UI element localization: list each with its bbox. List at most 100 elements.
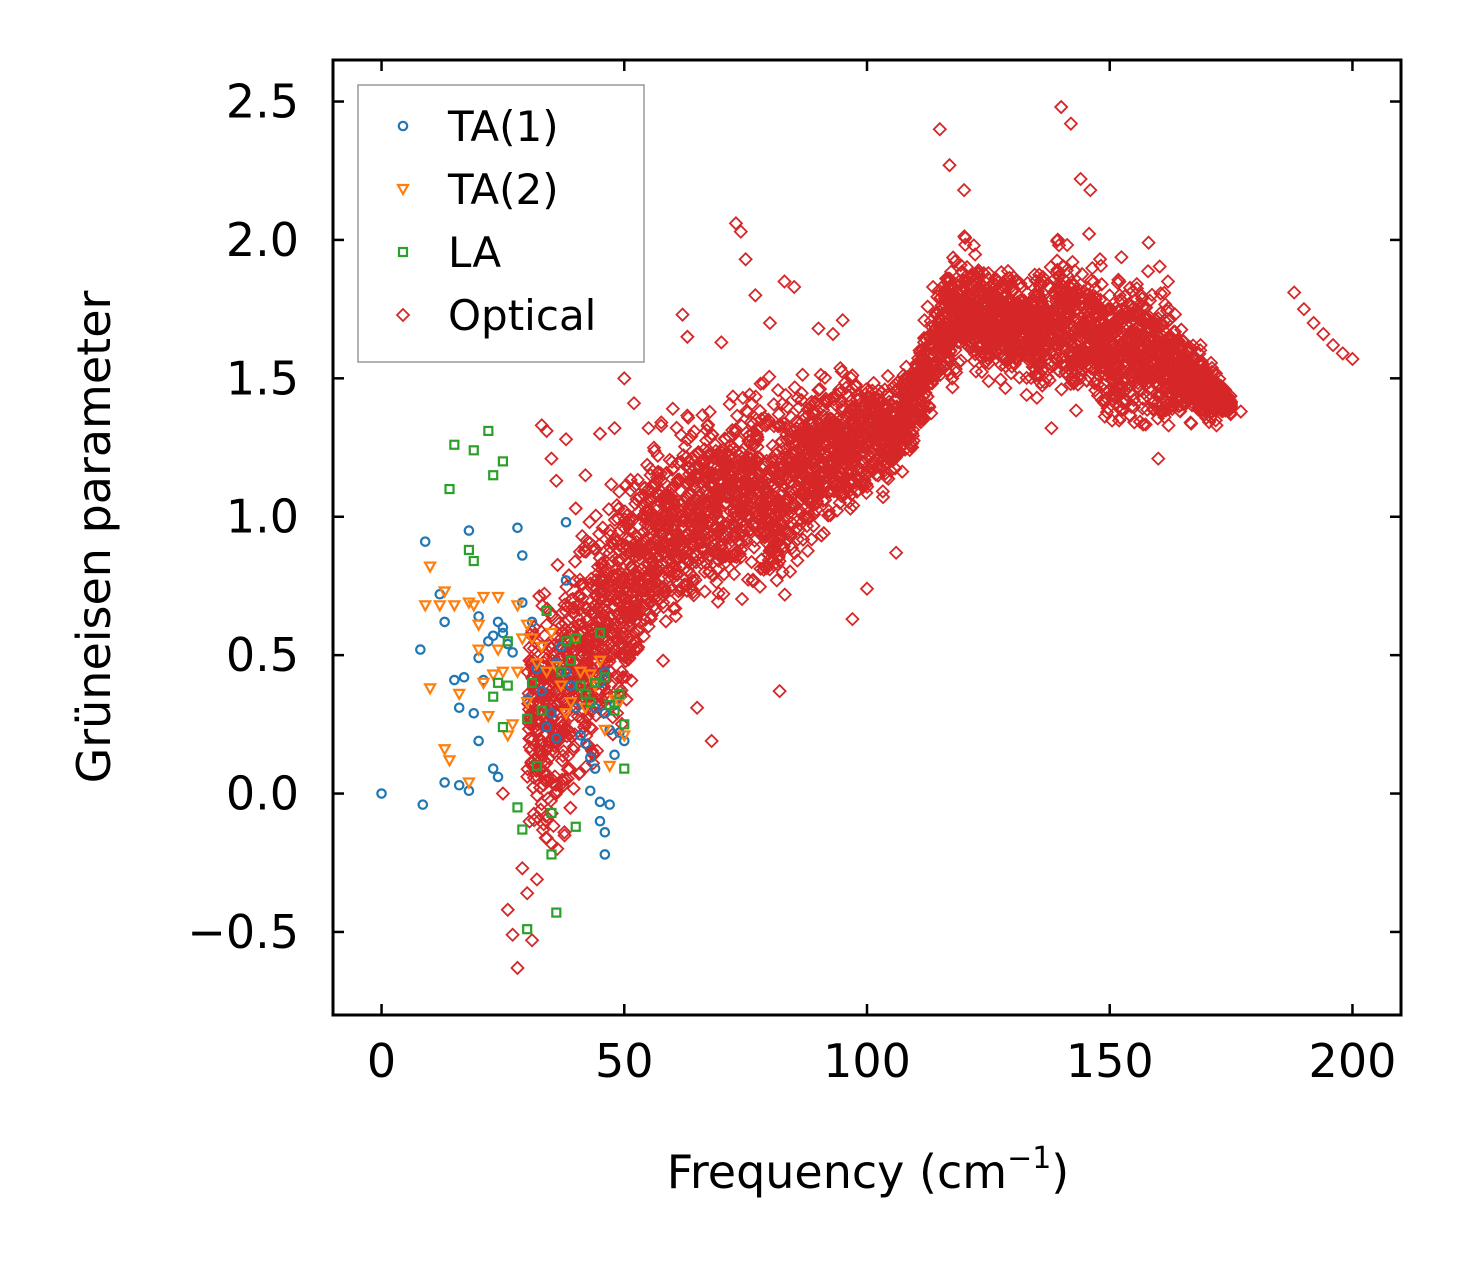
data-point [525,633,539,646]
optical-cloud-point [643,564,658,580]
data-point [536,685,548,697]
optical-cloud-point [716,586,731,602]
optical-cloud-point [699,423,715,438]
optical-cloud-point [695,407,710,423]
optical-cloud-point [790,472,805,487]
optical-cloud-point [797,510,812,526]
optical-cloud-point [888,391,904,407]
data-point [558,431,574,447]
optical-cloud-point [711,585,726,601]
optical-cloud-point [575,590,590,606]
optical-cloud-point [751,477,767,492]
optical-cloud-point [806,518,821,534]
optical-cloud-point [1147,319,1163,335]
optical-cloud-point [985,336,1001,351]
optical-cloud-point [739,403,754,419]
optical-cloud-point [910,381,925,397]
optical-cloud-point [1034,272,1049,288]
data-point [515,861,530,876]
optical-cloud-point [667,601,683,616]
optical-cloud-point [875,454,890,469]
optical-cloud-point [581,738,596,753]
optical-cloud-point [1007,356,1023,372]
optical-cloud-point [1151,320,1167,335]
optical-cloud-point [811,467,827,483]
optical-cloud-point [1115,402,1130,417]
y-axis-label: Grüneisen parameter [67,290,121,783]
data-point [486,669,501,682]
optical-cloud-point [1167,324,1183,340]
optical-cloud-point [875,484,891,499]
data-point [512,802,523,813]
optical-cloud-point [1126,308,1141,323]
optical-cloud-point [644,608,659,623]
optical-cloud-point [1034,298,1050,314]
optical-cloud-point [744,554,759,570]
optical-cloud-point [960,305,976,320]
optical-cloud-point [605,620,621,635]
optical-cloud-point [878,466,893,481]
optical-cloud-point [613,565,629,581]
data-point [573,666,588,680]
optical-cloud-point [880,368,896,384]
optical-cloud-point [848,379,864,394]
data-point [544,627,559,641]
data-point [462,777,476,790]
optical-cloud-point [922,329,938,344]
optical-cloud-point [1010,332,1025,347]
optical-cloud-point [916,345,932,360]
optical-cloud-point [753,376,768,391]
optical-cloud-point [746,540,762,555]
optical-cloud-point [1134,291,1150,306]
optical-cloud-point [1059,237,1075,253]
optical-cloud-point [942,271,958,287]
optical-cloud-point [1037,341,1052,357]
optical-cloud-point [526,812,542,828]
optical-cloud-point [870,468,886,483]
data-point [1189,376,1205,392]
optical-cloud-point [705,568,721,583]
optical-cloud-point [1213,380,1228,396]
optical-cloud-point [621,512,637,527]
data-point [468,445,479,456]
data-point [602,760,617,774]
optical-cloud-point [896,385,911,400]
optical-cloud-point [520,761,535,777]
data-point [415,644,426,655]
optical-cloud-point [690,531,706,546]
optical-cloud-point [947,254,963,269]
optical-cloud-point [543,605,559,621]
data-point [570,821,581,832]
data-point [442,755,457,768]
optical-cloud-point [1063,293,1079,309]
optical-cloud-point [582,535,598,551]
optical-cloud-point [618,653,633,669]
optical-cloud-point [592,550,608,566]
optical-cloud-point [631,504,646,520]
optical-cloud-point [1159,381,1175,397]
optical-cloud-point [1203,405,1218,421]
optical-cloud-point [694,556,709,571]
data-point [1005,315,1020,331]
optical-cloud-point [664,554,679,570]
optical-cloud-point [650,472,665,488]
legend-marker-TA(2) [396,183,410,197]
optical-cloud-point [630,639,646,655]
optical-cloud-point [804,494,820,509]
optical-cloud-point [914,348,930,364]
data-point [665,401,681,417]
optical-cloud-point [735,390,751,406]
data-point [1335,346,1351,361]
data-point [531,760,542,771]
optical-cloud-point [773,473,789,489]
optical-cloud-point [1058,310,1074,326]
optical-cloud-point [534,737,549,753]
optical-cloud-point [791,522,807,537]
optical-cloud-point [572,765,588,780]
data-point [675,307,690,322]
data-point [463,544,475,556]
optical-cloud-point [554,772,570,787]
optical-cloud-point [951,355,966,370]
data-point [614,688,625,699]
data-point [526,677,538,688]
